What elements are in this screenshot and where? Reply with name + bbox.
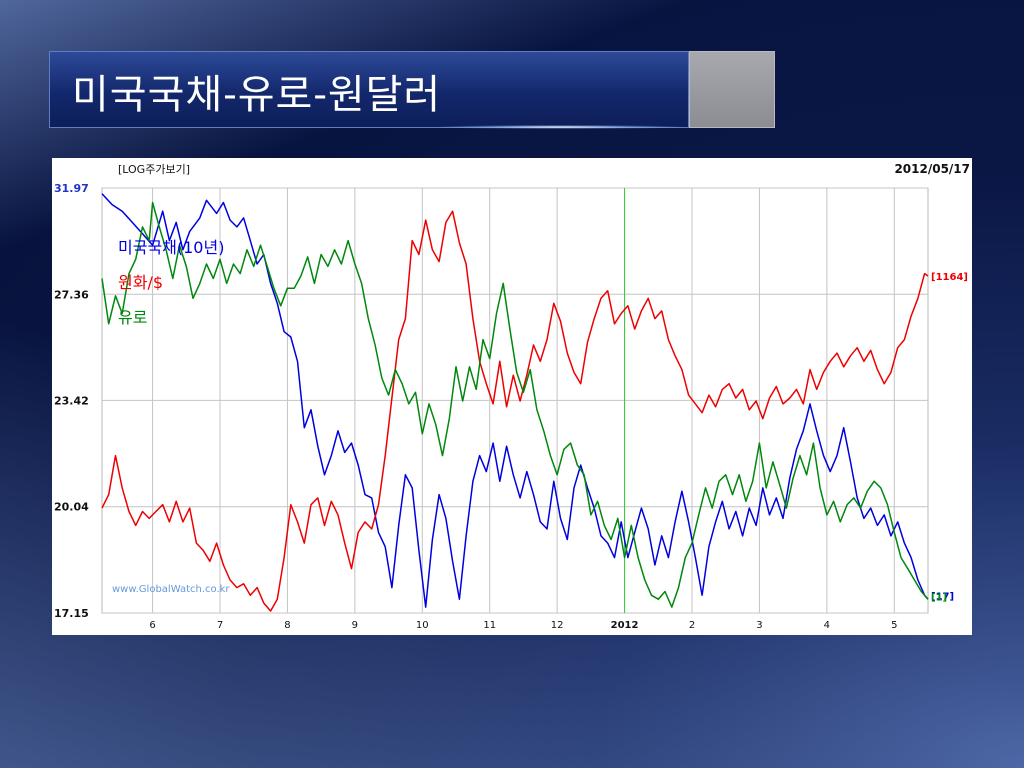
chart-panel: 31.97 27.36 23.42 20.04 17.15 6 7 8 9 10 11 12 2012… [52, 158, 972, 635]
slide-title: 미국국채-유로-원달러 [72, 72, 442, 118]
x-tick-label: 2012 [611, 620, 639, 631]
chart-date: 2012/05/17 [894, 162, 970, 176]
x-tick-label: 8 [284, 620, 290, 631]
x-tick-label: 12 [551, 620, 564, 631]
y-tick-label: 27.36 [54, 288, 89, 301]
end-label-euro: [1] [931, 592, 947, 603]
x-tick-label: 4 [824, 620, 830, 631]
x-tick-label: 3 [756, 620, 762, 631]
grid [101, 187, 929, 614]
series-line-0 [101, 193, 929, 608]
y-tick-label: 17.15 [54, 607, 89, 620]
legend-entry-1: 원화/$ [118, 273, 163, 292]
title-shine [430, 125, 690, 129]
line-chart: 31.97 27.36 23.42 20.04 17.15 6 7 8 9 10 11 12 2012… [54, 162, 970, 631]
x-ticks: 6 7 8 9 10 11 12 2012 2 3 4 5 [149, 620, 897, 631]
x-tick-label: 2 [689, 620, 695, 631]
series-line-2 [101, 201, 929, 608]
y-ticks: 31.97 27.36 23.42 20.04 17.15 [54, 182, 89, 620]
y-tick-label: 31.97 [54, 182, 89, 195]
end-labels: [1164] [17][1] [931, 272, 968, 603]
x-tick-label: 10 [416, 620, 429, 631]
x-tick-label: 6 [149, 620, 155, 631]
title-bar: 미국국채-유로-원달러 [49, 51, 690, 129]
x-tick-label: 11 [483, 620, 496, 631]
y-tick-label: 23.42 [54, 394, 89, 407]
x-tick-label: 9 [352, 620, 358, 631]
series-group [101, 193, 929, 612]
x-tick-label: 7 [217, 620, 223, 631]
x-tick-label: 5 [891, 620, 897, 631]
legend-entry-0: 미국국채(10년) [118, 238, 224, 257]
end-label-treasury: [17] [931, 591, 954, 602]
y-tick-label: 20.04 [54, 501, 89, 514]
end-label-won: [1164] [931, 272, 968, 283]
title-accent-box [689, 51, 775, 128]
watermark: www.GlobalWatch.co.kr [112, 584, 230, 595]
legend: 미국국채(10년) 원화/$ 유로 [118, 238, 224, 327]
header-left: [LOG주가보기] [118, 163, 190, 176]
series-line-1 [101, 210, 929, 612]
legend-entry-2: 유로 [118, 308, 147, 327]
